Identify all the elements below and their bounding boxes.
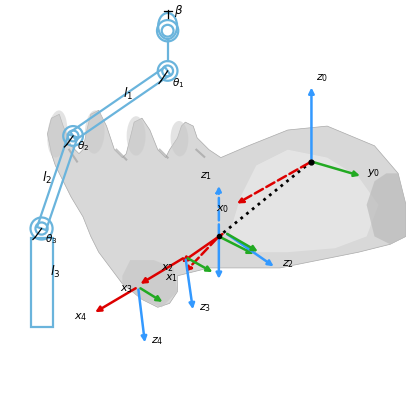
Ellipse shape xyxy=(171,121,189,156)
Text: $x_{0}$: $x_{0}$ xyxy=(216,203,229,215)
Text: $x_{4}$: $x_{4}$ xyxy=(74,312,88,323)
Text: $z_{4}$: $z_{4}$ xyxy=(151,335,163,347)
Text: $\theta_2$: $\theta_2$ xyxy=(77,139,89,153)
Text: $\theta_1$: $\theta_1$ xyxy=(171,76,184,90)
Ellipse shape xyxy=(127,116,145,156)
Bar xyxy=(31,238,53,327)
Ellipse shape xyxy=(47,110,67,158)
Text: $l_1$: $l_1$ xyxy=(123,86,133,102)
Ellipse shape xyxy=(85,110,104,154)
Polygon shape xyxy=(367,173,406,244)
Text: $x_{2}$: $x_{2}$ xyxy=(161,262,174,274)
Polygon shape xyxy=(122,260,178,307)
Text: $z_{2}$: $z_{2}$ xyxy=(282,258,294,270)
Text: $l_2$: $l_2$ xyxy=(42,170,52,186)
Text: $l_3$: $l_3$ xyxy=(50,264,61,280)
Text: $x_{3}$: $x_{3}$ xyxy=(120,283,133,295)
Polygon shape xyxy=(229,150,378,252)
Text: $z_{3}$: $z_{3}$ xyxy=(199,302,211,314)
Polygon shape xyxy=(48,110,406,307)
Text: $x_{1}$: $x_{1}$ xyxy=(165,272,178,284)
Text: $z_{0}$: $z_{0}$ xyxy=(316,72,329,84)
Text: $\theta_3$: $\theta_3$ xyxy=(46,232,58,247)
Text: $\beta$: $\beta$ xyxy=(174,3,183,19)
Text: $y_{0}$: $y_{0}$ xyxy=(367,167,380,179)
Text: $z_{1}$: $z_{1}$ xyxy=(200,170,212,182)
